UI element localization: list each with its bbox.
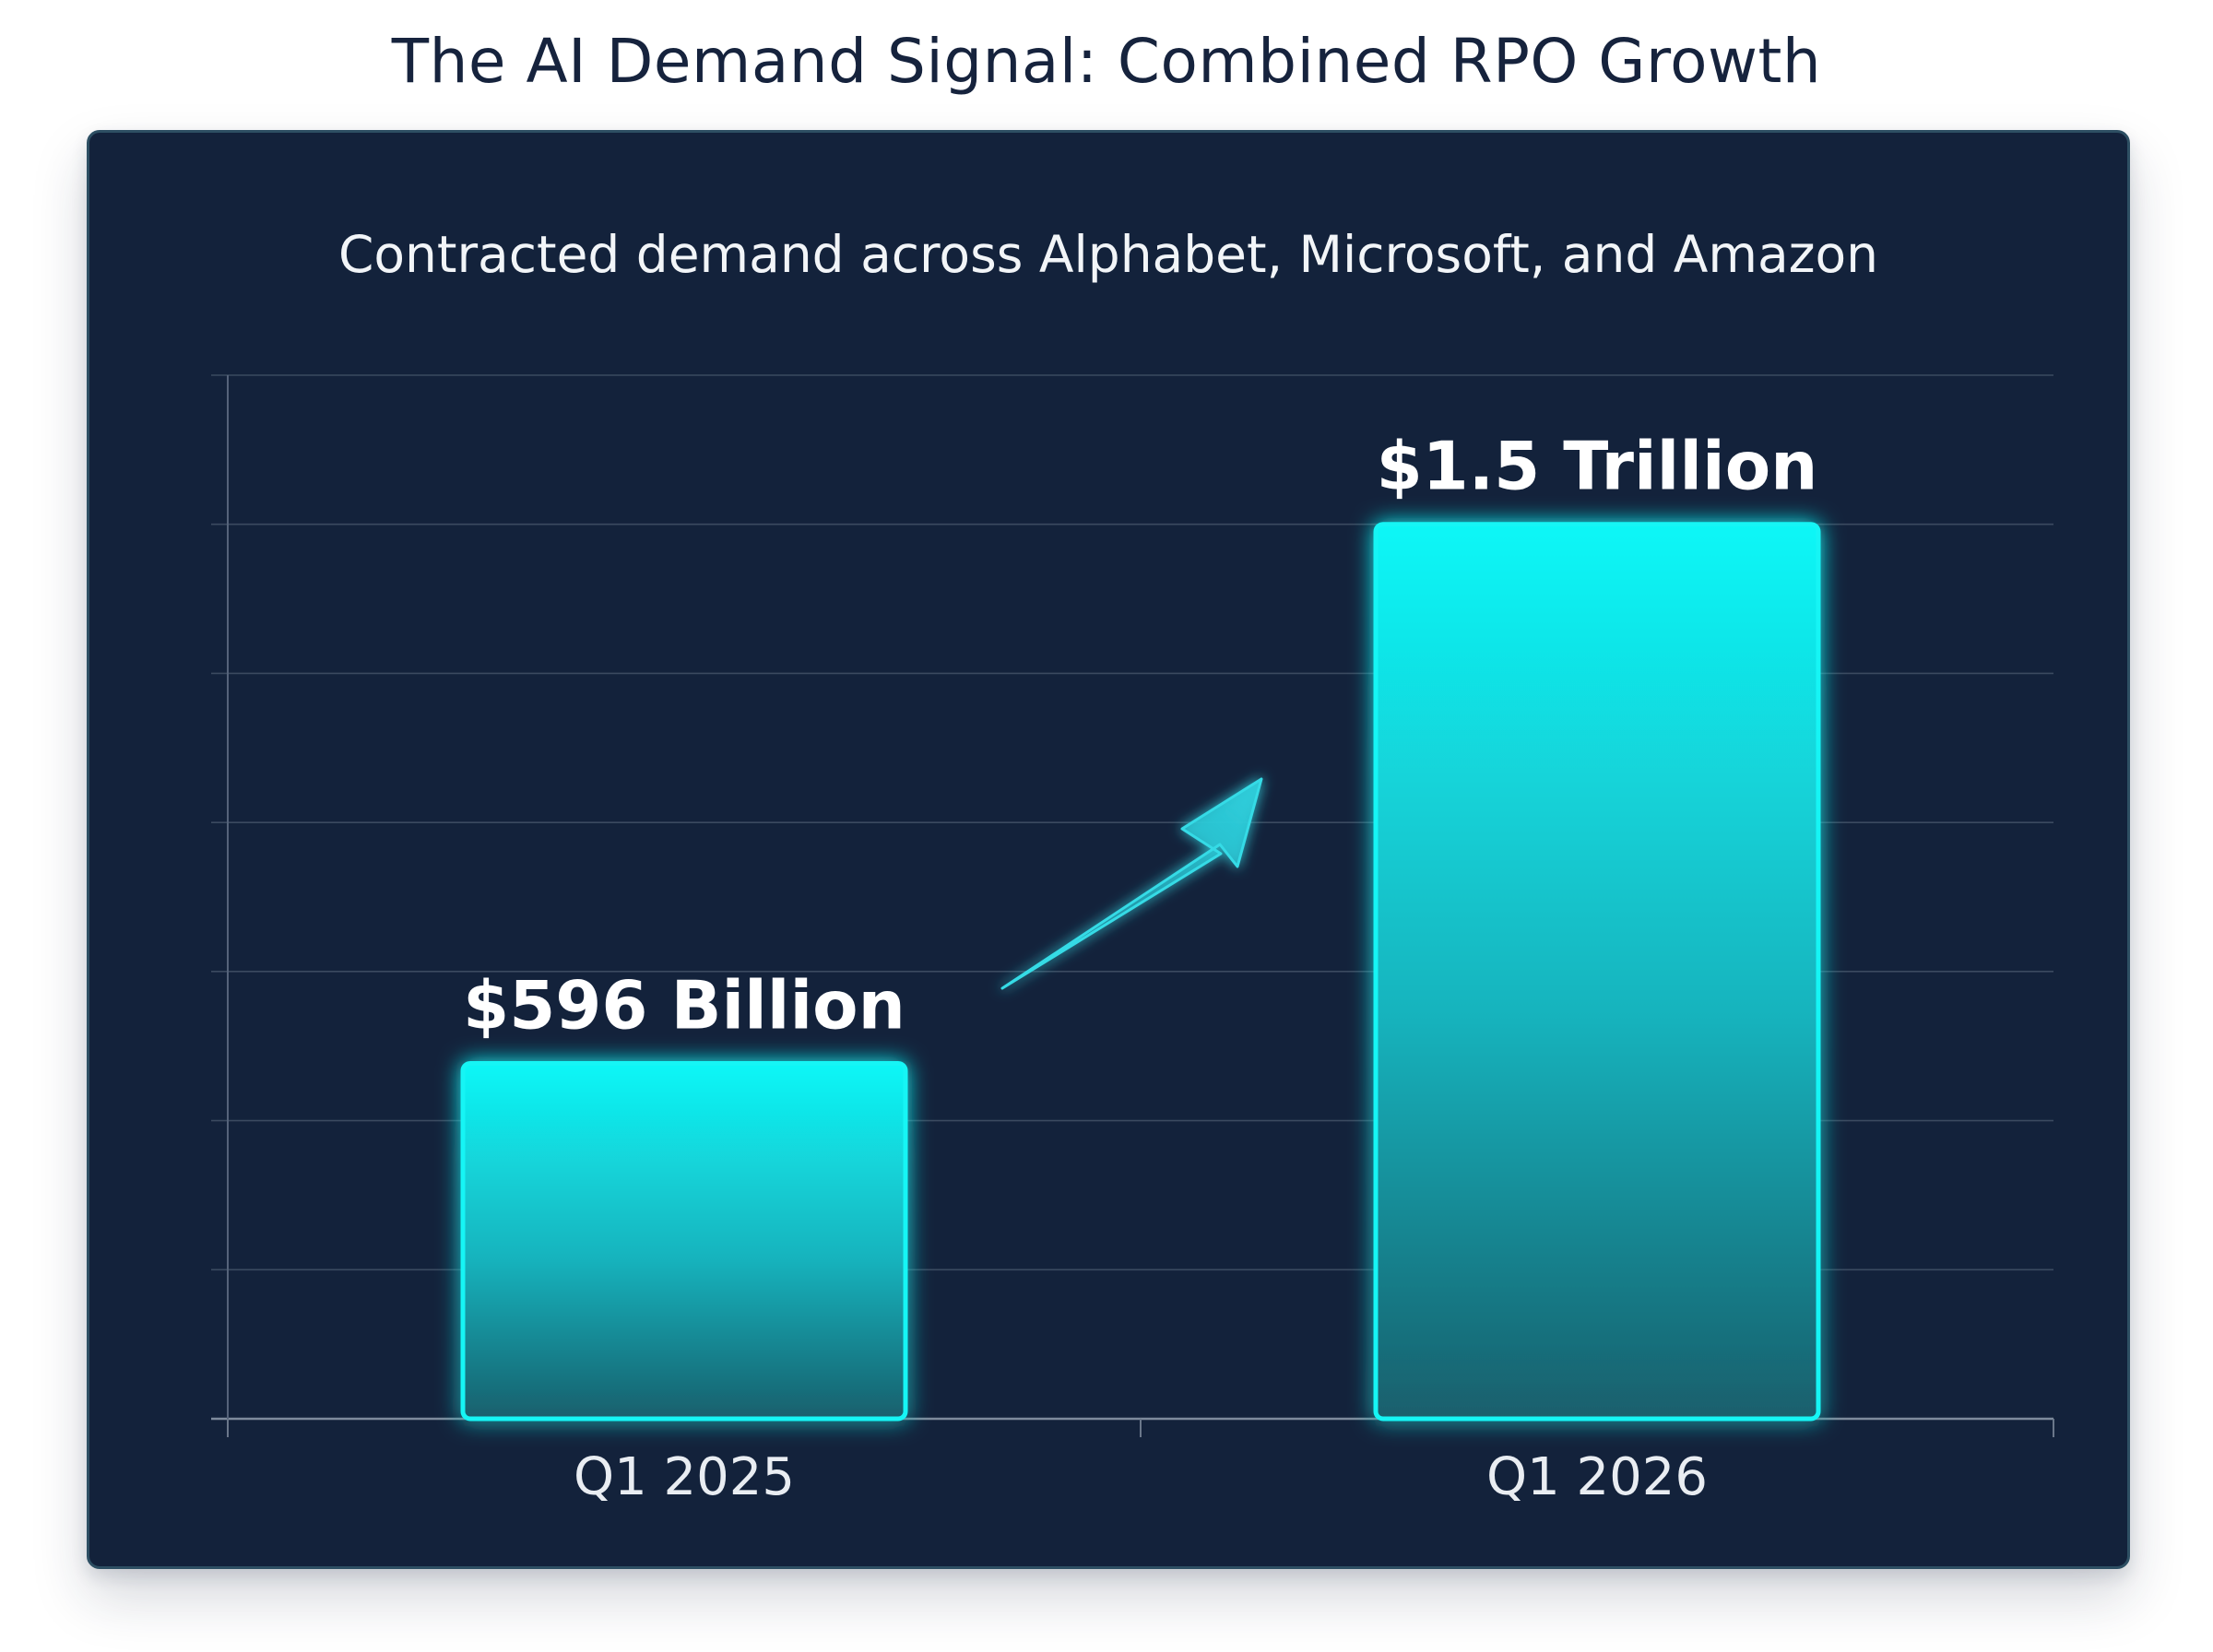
- data-labels: $596 Billion $1.5 Trillion: [463, 428, 1817, 1044]
- bars: [460, 522, 1821, 1422]
- chart-subtitle: Contracted demand across Alphabet, Micro…: [337, 225, 1879, 284]
- growth-arrow: [1000, 777, 1263, 990]
- chart-card: Contracted demand across Alphabet, Micro…: [87, 130, 2130, 1569]
- data-label-2: $1.5 Trillion: [1377, 428, 1818, 505]
- x-tick-label-2: Q1 2026: [1486, 1447, 1708, 1507]
- axes: [227, 375, 2054, 1437]
- chart-title: The AI Demand Signal: Combined RPO Growt…: [391, 26, 1822, 97]
- x-tick-labels: Q1 2025 Q1 2026: [574, 1447, 1708, 1507]
- bar-1: [460, 1060, 908, 1422]
- bar-chart: $596 Billion $1.5 Trillion Q1 2025 Q1 2026: [211, 374, 2054, 1507]
- bar-2: [1373, 522, 1821, 1422]
- x-tick-label-1: Q1 2025: [574, 1447, 795, 1507]
- data-label-1: $596 Billion: [463, 966, 905, 1044]
- growth-arrow-annotation: [1000, 777, 1263, 990]
